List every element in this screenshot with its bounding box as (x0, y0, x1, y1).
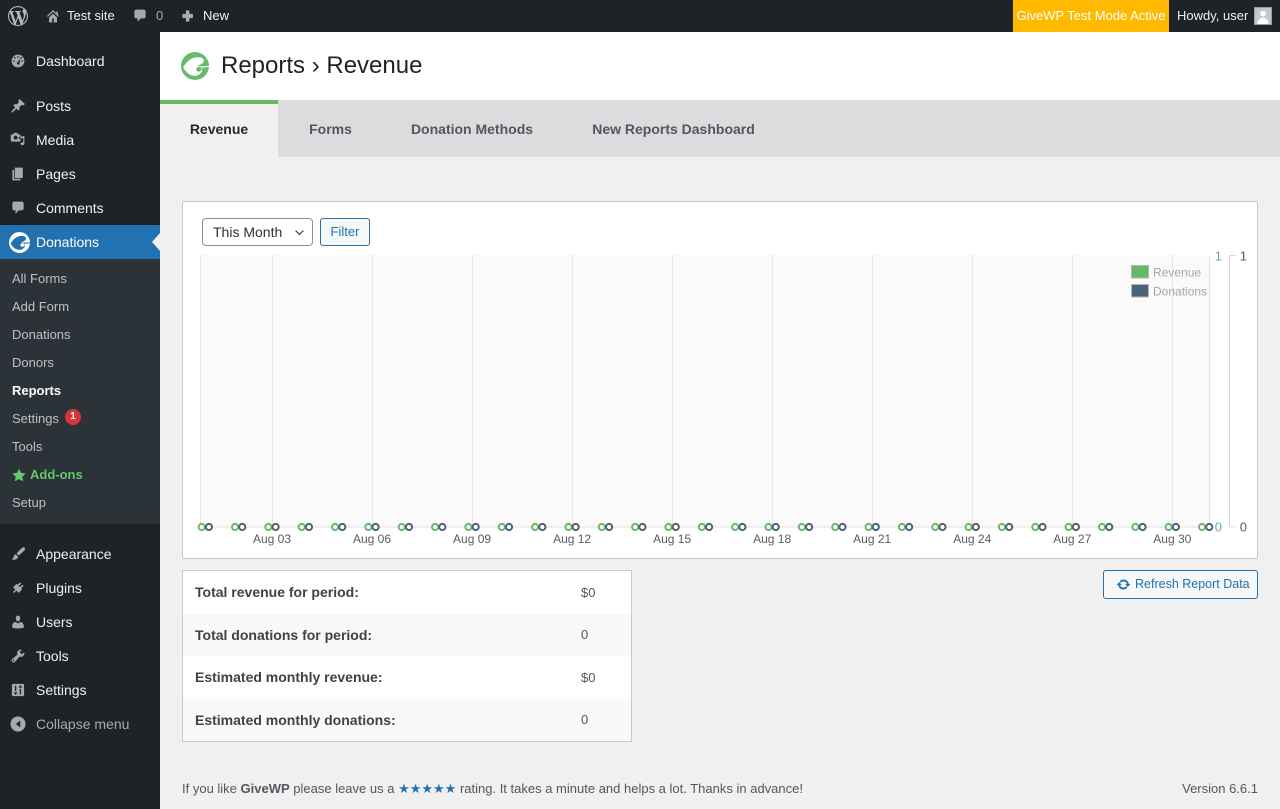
svg-text:Aug 30: Aug 30 (1153, 532, 1191, 546)
svg-text:Aug 27: Aug 27 (1053, 532, 1091, 546)
svg-text:0: 0 (1215, 520, 1222, 535)
svg-text:0: 0 (1240, 520, 1247, 535)
svg-text:Aug 18: Aug 18 (753, 532, 791, 546)
svg-text:1: 1 (1240, 249, 1247, 264)
svg-text:Donations: Donations (1153, 285, 1207, 299)
svg-text:Aug 21: Aug 21 (853, 532, 891, 546)
svg-text:1: 1 (1215, 249, 1222, 264)
svg-text:Aug 03: Aug 03 (253, 532, 291, 546)
svg-text:Aug 12: Aug 12 (553, 532, 591, 546)
svg-text:Aug 09: Aug 09 (453, 532, 491, 546)
svg-text:Aug 06: Aug 06 (353, 532, 391, 546)
svg-text:Aug 15: Aug 15 (653, 532, 691, 546)
svg-text:Aug 24: Aug 24 (953, 532, 991, 546)
svg-text:Revenue: Revenue (1153, 266, 1201, 280)
